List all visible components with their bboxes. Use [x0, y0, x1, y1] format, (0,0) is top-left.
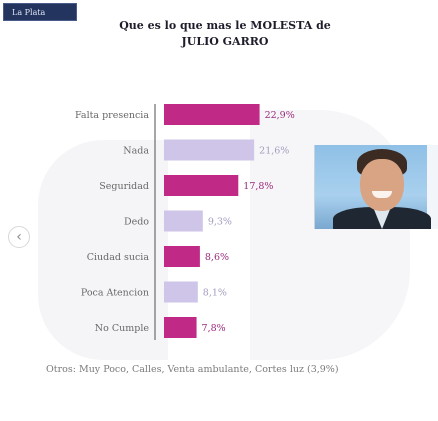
- value-label: 8,1%: [203, 288, 227, 299]
- value-label: 21,6%: [259, 146, 289, 157]
- category-label: Poca Atencion: [81, 288, 149, 299]
- value-label: 9,3%: [208, 217, 232, 228]
- footnote: Otros: Muy Poco, Calles, Venta ambulante…: [46, 364, 339, 375]
- bar: [164, 210, 203, 232]
- value-label: 8,6%: [205, 252, 229, 263]
- category-label: Falta presencia: [75, 110, 149, 121]
- bar: [164, 104, 260, 125]
- previous-arrow-icon[interactable]: ‹: [8, 226, 30, 248]
- value-label: 22,9%: [265, 110, 295, 121]
- bar: [164, 246, 200, 267]
- category-label: Nada: [123, 146, 149, 157]
- bar: [164, 175, 239, 196]
- category-label: No Cumple: [95, 323, 150, 334]
- value-label: 17,8%: [243, 181, 273, 192]
- candidate-photo: [314, 145, 438, 229]
- chart-title: Que es lo que mas le MOLESTA de JULIO GA…: [110, 18, 340, 50]
- bar: [164, 317, 197, 338]
- brand-logo: La Plata: [3, 3, 77, 21]
- title-line-2: JULIO GARRO: [181, 35, 269, 48]
- title-line-1: Que es lo que mas le MOLESTA de: [119, 19, 331, 32]
- category-label: Dedo: [124, 217, 149, 228]
- watermark-left-shape: [38, 140, 168, 360]
- bar: [164, 281, 198, 303]
- category-label: Seguridad: [99, 181, 149, 192]
- bar: [164, 139, 255, 161]
- category-label: Ciudad sucia: [87, 252, 150, 263]
- value-label: 7,8%: [202, 323, 226, 334]
